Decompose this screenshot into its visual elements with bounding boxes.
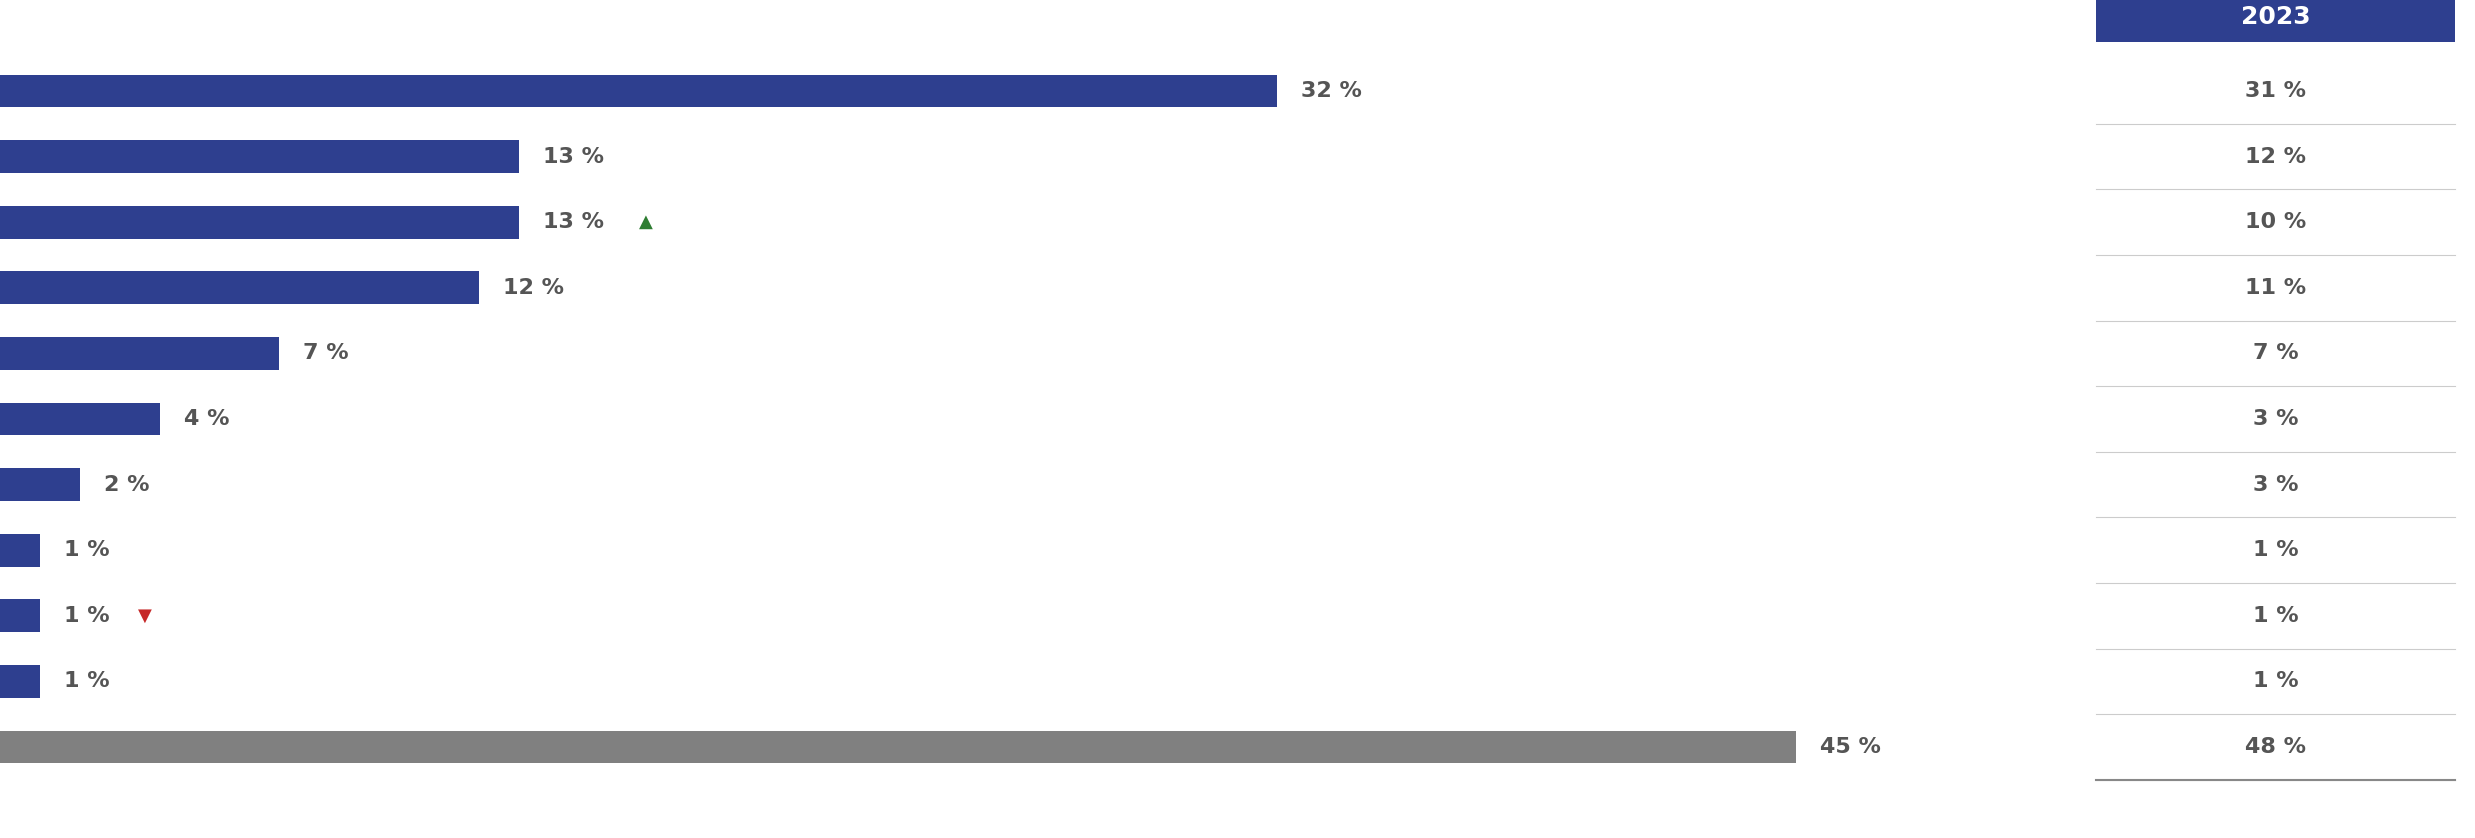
Text: 3 %: 3 % bbox=[2252, 474, 2299, 494]
Text: 1 %: 1 % bbox=[2252, 671, 2299, 691]
Text: 10 %: 10 % bbox=[2245, 212, 2307, 232]
Text: 31 %: 31 % bbox=[2245, 81, 2307, 101]
Text: 1 %: 1 % bbox=[64, 541, 109, 560]
Bar bbox=[0, 468, 79, 501]
Text: 12 %: 12 % bbox=[502, 278, 564, 297]
Text: 4 %: 4 % bbox=[183, 409, 230, 429]
Bar bbox=[0, 599, 40, 632]
Bar bbox=[0, 534, 40, 566]
Text: 13 %: 13 % bbox=[542, 212, 604, 232]
Text: ▲: ▲ bbox=[639, 213, 653, 231]
Text: 32 %: 32 % bbox=[1302, 81, 1361, 101]
Bar bbox=[0, 337, 280, 370]
Text: 7 %: 7 % bbox=[2252, 344, 2299, 364]
Text: 7 %: 7 % bbox=[304, 344, 349, 364]
Bar bbox=[0, 665, 40, 698]
Text: 45 %: 45 % bbox=[1819, 737, 1881, 757]
Text: 1 %: 1 % bbox=[2252, 606, 2299, 626]
Bar bbox=[0, 272, 480, 304]
Bar bbox=[0, 75, 1277, 107]
Text: 2 %: 2 % bbox=[104, 474, 148, 494]
Text: 2023: 2023 bbox=[2240, 5, 2309, 29]
Text: 12 %: 12 % bbox=[2245, 147, 2307, 167]
Text: 1 %: 1 % bbox=[64, 671, 109, 691]
Bar bbox=[0, 140, 520, 173]
Bar bbox=[0, 731, 1797, 763]
Bar bbox=[0, 402, 161, 436]
FancyBboxPatch shape bbox=[2096, 0, 2455, 42]
Text: 1 %: 1 % bbox=[2252, 541, 2299, 560]
Text: 13 %: 13 % bbox=[542, 147, 604, 167]
Bar bbox=[0, 206, 520, 239]
Text: 11 %: 11 % bbox=[2245, 278, 2307, 297]
Text: 3 %: 3 % bbox=[2252, 409, 2299, 429]
Text: 1 %: 1 % bbox=[64, 606, 109, 626]
Text: 48 %: 48 % bbox=[2245, 737, 2307, 757]
Text: ▼: ▼ bbox=[139, 607, 151, 625]
